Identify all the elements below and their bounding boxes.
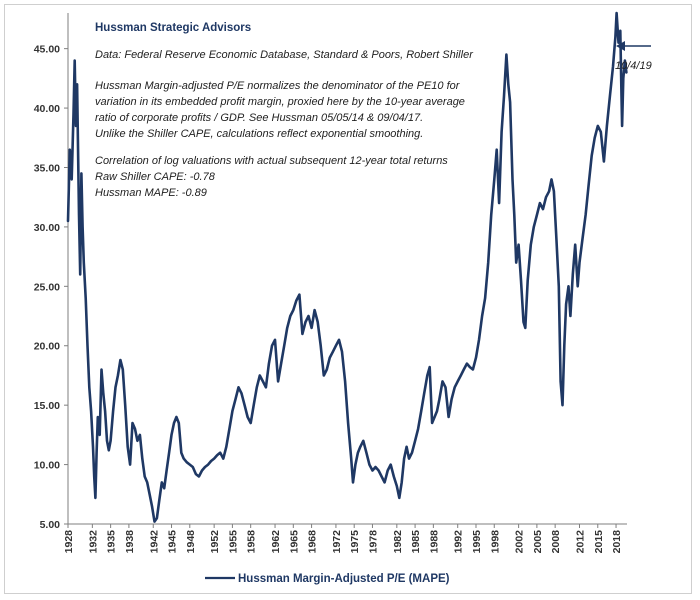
annotation-line: Hussman MAPE: -0.89 [95,187,207,199]
x-tick-label: 1958 [246,530,258,554]
y-tick-label: 10.00 [34,460,60,472]
end-date-label: 10/4/19 [615,60,652,72]
end-date-marker: 10/4/19 [615,41,652,72]
y-tick-label: 45.00 [34,44,60,56]
x-tick-label: 1942 [148,530,160,554]
x-tick-label: 1972 [331,530,343,554]
annotation-line: Raw Shiller CAPE: -0.78 [95,171,216,183]
annotation-line: Hussman Margin-adjusted P/E normalizes t… [95,80,461,92]
x-tick-label: 2018 [611,530,623,554]
x-tick-label: 1995 [471,530,483,554]
x-tick-label: 1948 [185,530,197,554]
x-tick-label: 1975 [349,530,361,554]
y-tick-label: 15.00 [34,400,60,412]
series-line-mape [66,11,628,523]
y-tick-label: 20.00 [34,341,60,353]
x-tick-label: 1985 [410,530,422,554]
x-tick-label: 2012 [575,530,587,554]
x-tick-label: 2005 [532,530,544,554]
legend-label: Hussman Margin-Adjusted P/E (MAPE) [238,573,450,585]
y-tick-label: 40.00 [34,103,60,115]
x-tick-label: 1938 [124,530,136,554]
annotation-line: Data: Federal Reserve Economic Database,… [95,49,474,61]
x-tick-label: 1962 [270,530,282,554]
annotation-line: variation in its embedded profit margin,… [95,96,465,108]
x-tick-label: 1998 [489,530,501,554]
x-tick-label: 1978 [367,530,379,554]
x-tick-label: 1992 [453,530,465,554]
annotation-line: Unlike the Shiller CAPE, calculations re… [95,128,423,140]
x-tick-label: 1968 [307,530,319,554]
x-tick-label: 2008 [550,530,562,554]
arrow-head-icon [616,41,625,51]
annotation-line: Correlation of log valuations with actua… [95,155,448,167]
x-tick-label: 1932 [87,530,99,554]
x-tick-label: 2015 [593,530,605,554]
x-tick-label: 1982 [392,530,404,554]
x-tick-label: 2002 [514,530,526,554]
x-tick-label: 1935 [106,530,118,554]
mape-line-chart: 5.00 10.00 15.00 20.00 25.00 30.00 35.00 40.00 4… [34,11,652,585]
x-tick-label: 1928 [63,530,75,554]
annotation-line: ratio of corporate profits / GDP. See Hu… [95,112,423,124]
y-tick-label: 35.00 [34,162,60,174]
x-tick-label: 1988 [428,530,440,554]
chart-title: Hussman Strategic Advisors [95,22,251,34]
x-tick-label: 1952 [209,530,221,554]
chart-frame: 5.00 10.00 15.00 20.00 25.00 30.00 35.00 40.00 4… [4,4,692,594]
x-tick-label: 1955 [227,530,239,554]
y-tick-label: 30.00 [34,222,60,234]
legend: Hussman Margin-Adjusted P/E (MAPE) [205,573,450,585]
x-tick-label: 1965 [288,530,300,554]
x-tick-label: 1945 [167,530,179,554]
annotation-block: Data: Federal Reserve Economic Database,… [95,49,474,199]
series-layer [66,11,628,523]
axes: 5.00 10.00 15.00 20.00 25.00 30.00 35.00 40.00 4… [34,13,627,553]
y-tick-label: 25.00 [34,281,60,293]
y-tick-label: 5.00 [40,519,61,531]
